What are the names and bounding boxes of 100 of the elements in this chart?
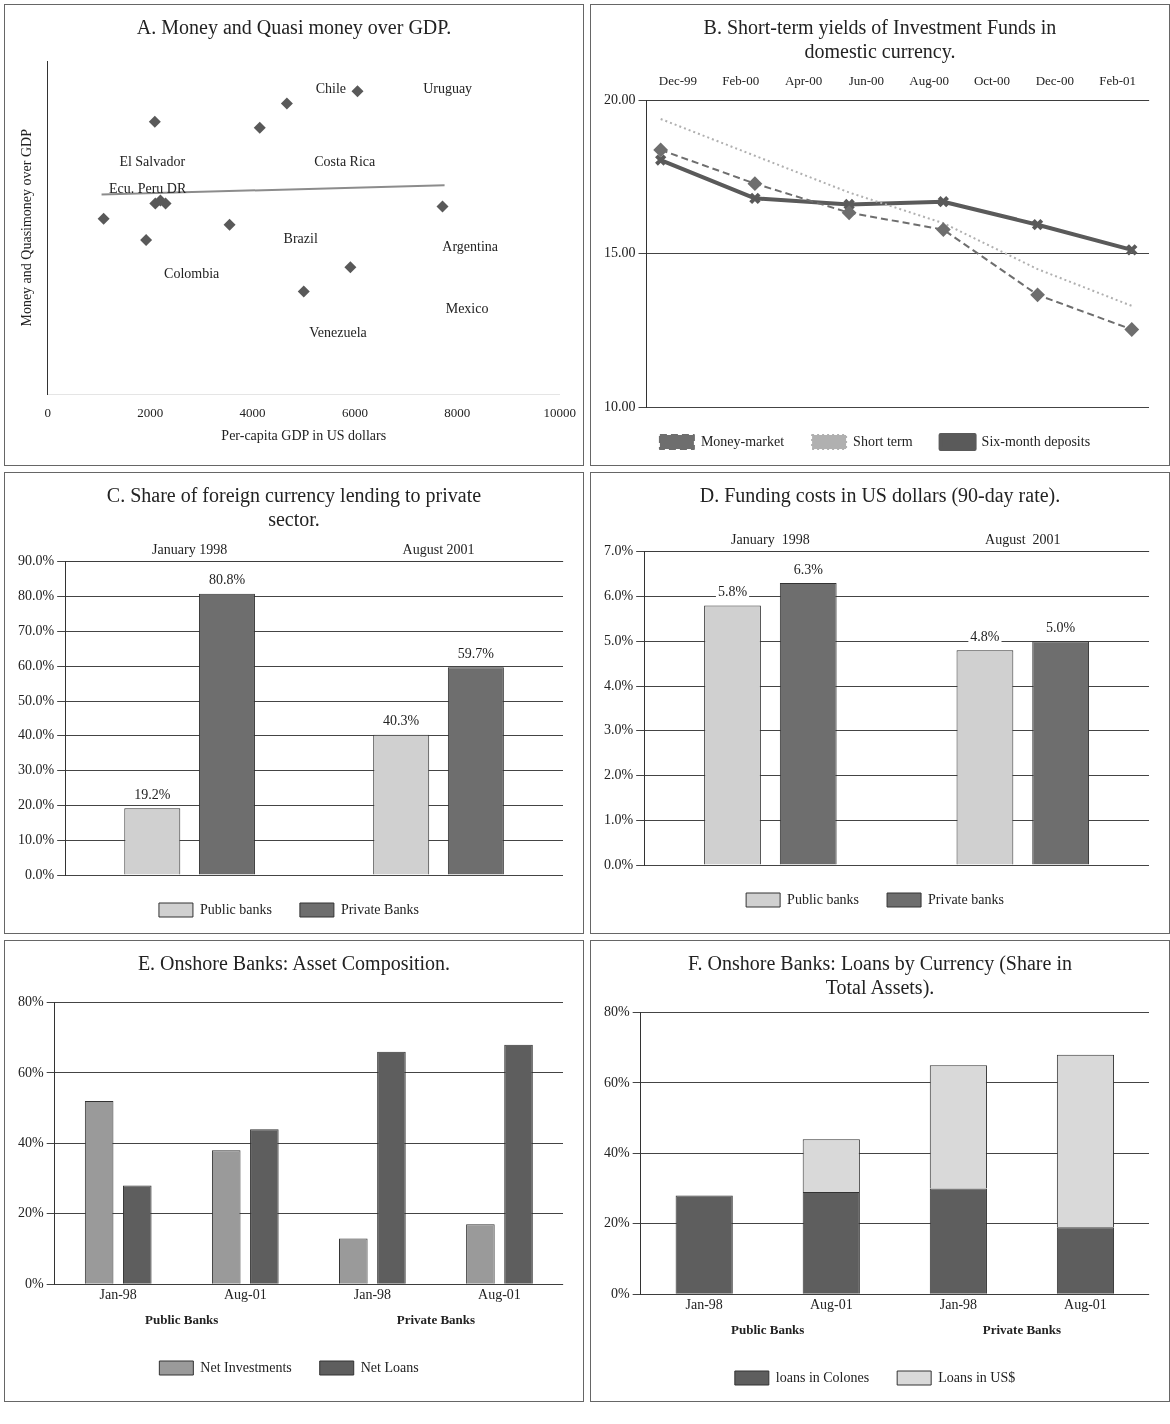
x-tick-label: 0	[44, 404, 52, 420]
x-tick-label: January 1998	[152, 542, 228, 558]
point	[140, 233, 153, 246]
x-tick-label: August 2001	[402, 542, 475, 558]
point	[936, 222, 951, 237]
data-label: 19.2%	[134, 786, 171, 802]
y-tick-label: 1.0%	[603, 811, 634, 827]
x-tick-label: Jun-00	[848, 73, 885, 89]
y-tick-label: 60%	[603, 1074, 630, 1090]
x-tick-label: Dec-99	[658, 73, 698, 89]
x-tick-label: 8000	[444, 404, 471, 420]
y-tick-label: 20.0%	[17, 797, 55, 813]
y-tick-label: 4.0%	[603, 677, 634, 693]
point	[747, 176, 762, 191]
chart-title: D. Funding costs in US dollars (90-day rate).	[698, 483, 1062, 509]
legend-label: Net Investments	[200, 1359, 292, 1375]
x-tick-label: Jan-98	[353, 1287, 392, 1303]
y-axis-title: Money and Quasimoney over GDP	[19, 128, 35, 327]
y-tick-label: 80%	[603, 1004, 630, 1020]
point	[344, 261, 357, 274]
text: Public Banks	[145, 1312, 219, 1328]
point	[436, 200, 449, 213]
y-tick-label: 70.0%	[17, 623, 55, 639]
point	[1124, 322, 1139, 337]
annotation: Argentina	[442, 239, 499, 255]
x-tick-label: Aug-00	[909, 73, 950, 89]
legend-label: Net Loans	[360, 1359, 419, 1375]
x-axis-title: Per-capita GDP in US dollars	[221, 428, 387, 444]
y-tick-label: 50.0%	[17, 692, 55, 708]
point	[1125, 243, 1139, 257]
legend-label: Short term	[853, 433, 913, 449]
chart-title: B. Short-term yields of Investment Funds in domestic currency.	[702, 15, 1058, 65]
point	[148, 115, 161, 128]
legend-label: Money-market	[700, 433, 785, 449]
chart-title: C. Share of foreign currency lending to private sector.	[105, 483, 483, 532]
y-tick-label: 7.0%	[603, 543, 634, 559]
data-label: 5.8%	[717, 584, 748, 600]
point	[842, 205, 857, 220]
y-tick-label: 0.0%	[24, 866, 55, 882]
y-tick-label: 2.0%	[603, 767, 634, 783]
text: Private Banks	[982, 1322, 1062, 1338]
x-tick-label: Aug-01	[478, 1287, 521, 1303]
x-tick-label: Aug-01	[223, 1287, 267, 1303]
y-tick-label: 20%	[17, 1205, 44, 1221]
point	[280, 97, 293, 110]
y-tick-label: 5.0%	[603, 632, 634, 648]
text: Public Banks	[731, 1322, 805, 1338]
y-tick-label: 90.0%	[17, 553, 55, 569]
x-tick-label: Oct-00	[973, 73, 1011, 89]
legend-label: Public banks	[787, 891, 860, 907]
x-tick-label: 10000	[543, 404, 576, 420]
y-tick-label: 20.00	[604, 92, 636, 108]
y-tick-label: 0%	[610, 1285, 630, 1301]
chart-title: A. Money and Quasi money over GDP.	[135, 15, 453, 41]
data-label: 80.8%	[208, 572, 246, 588]
x-tick-label: Feb-01	[1099, 73, 1137, 89]
x-tick-label: Feb-00	[722, 73, 760, 89]
data-label: 4.8%	[970, 628, 1000, 644]
point	[297, 285, 310, 298]
annotation: Costa Rica	[314, 154, 377, 170]
point	[1030, 287, 1045, 302]
data-label: 5.0%	[1046, 619, 1076, 635]
legend-label: Public banks	[199, 901, 272, 917]
x-tick-label: Apr-00	[784, 73, 823, 89]
y-tick-label: 40%	[17, 1134, 44, 1150]
y-tick-label: 10.0%	[17, 831, 55, 847]
y-tick-label: 20%	[603, 1215, 630, 1231]
x-tick-label: Aug-01	[809, 1297, 853, 1313]
annotation: Venezuela	[309, 324, 368, 340]
annotation: Brazil	[283, 231, 318, 247]
y-tick-label: 0%	[24, 1275, 44, 1291]
point	[351, 85, 364, 98]
annotation: Mexico	[445, 301, 489, 317]
legend-label: Private banks	[928, 891, 1004, 907]
legend-label: Private Banks	[340, 901, 420, 917]
x-tick-label: Jan-98	[685, 1297, 723, 1313]
point	[97, 212, 110, 225]
point	[223, 218, 236, 231]
y-tick-label: 3.0%	[603, 722, 634, 738]
point	[748, 192, 762, 205]
x-tick-label: 2000	[137, 404, 164, 420]
annotation: Colombia	[164, 266, 221, 282]
x-tick-label: Aug-01	[1064, 1297, 1107, 1313]
y-tick-label: 40%	[603, 1144, 630, 1160]
x-tick-label: Jan-98	[939, 1297, 978, 1313]
text: Private Banks	[396, 1312, 476, 1328]
y-tick-label: 6.0%	[603, 588, 634, 604]
annotation: Chile	[315, 81, 347, 97]
annotation: Uruguay	[423, 81, 473, 97]
point	[842, 198, 856, 211]
chart-title: E. Onshore Banks: Asset Composition.	[136, 951, 452, 977]
data-label: 40.3%	[383, 713, 420, 729]
data-label: 59.7%	[457, 645, 495, 661]
point	[1031, 218, 1044, 231]
y-tick-label: 60%	[17, 1064, 44, 1080]
point	[937, 195, 950, 208]
point	[253, 121, 266, 134]
x-tick-label: Jan-98	[99, 1287, 137, 1303]
data-label: 6.3%	[793, 561, 824, 577]
legend-label: loans in Colones	[775, 1369, 870, 1385]
